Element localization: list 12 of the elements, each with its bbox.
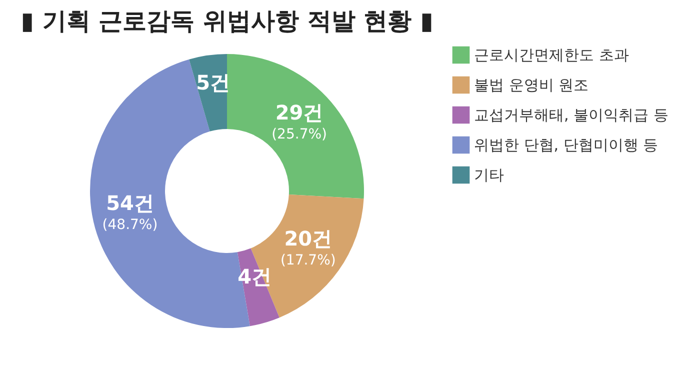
legend-label: 근로시간면제한도 초과 (474, 46, 629, 64)
text: 54건 (48.7%) (102, 191, 158, 234)
data-label: 5건 (196, 70, 230, 94)
text: 20건 (17.7%) (280, 226, 336, 269)
legend-label: 교섭거부해태, 불이익취급 등 (474, 106, 668, 124)
data-label: 4건 (238, 264, 272, 289)
legend-label: 불법 운영비 원조 (474, 76, 589, 94)
legend-label: 기타 (474, 166, 504, 184)
donut-slice (227, 54, 364, 199)
legend-label: 위법한 단협, 단협미이행 등 (474, 136, 658, 154)
chart-title: ▮ 기획 근로감독 위법사항 적발 현황 ▮ (20, 7, 434, 35)
text: 29건 (25.7%) (272, 100, 328, 143)
